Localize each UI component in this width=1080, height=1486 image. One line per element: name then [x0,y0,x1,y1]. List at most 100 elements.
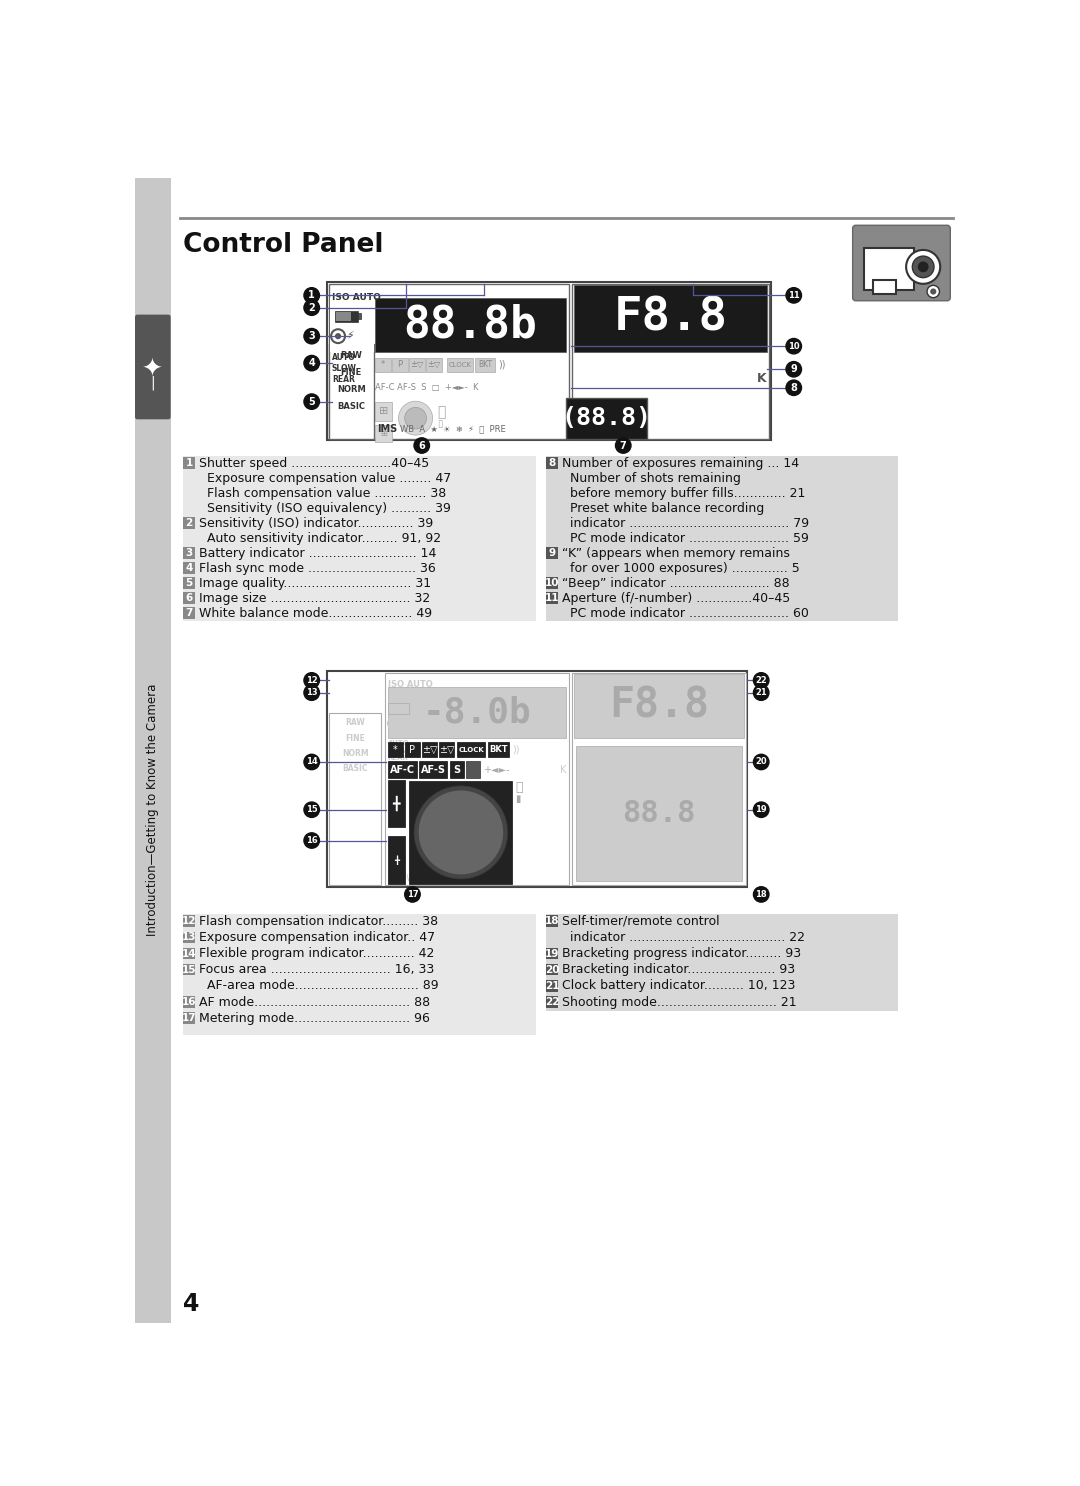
Text: 7: 7 [186,608,193,618]
Text: 88.8: 88.8 [622,799,696,828]
Text: 8: 8 [791,383,797,392]
Bar [183,914,536,1034]
Text: Introduction—Getting to Know the Camera: Introduction—Getting to Know the Camera [146,684,159,936]
Circle shape [927,285,940,297]
Bar [409,358,424,372]
Text: Exposure compensation value ........ 47: Exposure compensation value ........ 47 [207,471,451,484]
Bar [183,915,195,927]
Bar [388,761,417,779]
Text: RAW: RAW [346,718,365,727]
Bar [409,782,512,884]
Bar [572,673,745,886]
Text: Flexible program indicator............. 42: Flexible program indicator............. … [200,947,434,960]
Text: ▯: ▯ [437,419,443,429]
Text: 21: 21 [544,981,559,991]
Bar [545,964,558,975]
Text: 6: 6 [418,440,426,450]
Text: AF mode....................................... 88: AF mode.................................… [200,996,431,1009]
Text: ╋: ╋ [392,795,400,811]
Text: K: K [559,765,566,774]
Text: AUTO
SLOW
REAR: AUTO SLOW REAR [388,740,410,761]
Text: Number of exposures remaining ... 14: Number of exposures remaining ... 14 [562,456,799,470]
Text: Number of shots remaining: Number of shots remaining [570,471,741,484]
Bar [388,837,405,884]
Bar [392,358,408,372]
Bar [545,996,558,1008]
Bar [573,285,768,352]
Text: 10: 10 [788,342,799,351]
Text: PC mode indicator ......................... 59: PC mode indicator ......................… [570,532,809,544]
Text: AF-C AF-S  S  □  +◄►-  K: AF-C AF-S S □ +◄►- K [375,383,478,392]
Text: RAW: RAW [340,351,362,360]
Text: FINE: FINE [340,369,362,377]
Text: Flash sync mode ........................... 36: Flash sync mode ........................… [200,562,436,575]
Text: ╋: ╋ [394,856,399,865]
Text: PC mode indicator ......................... 60: PC mode indicator ......................… [570,606,809,620]
Circle shape [616,438,631,453]
Bar [330,297,374,352]
Text: ▮: ▮ [515,794,521,804]
Text: 5: 5 [308,397,315,407]
Text: 7: 7 [620,440,626,450]
Circle shape [414,786,508,880]
Bar [375,401,392,421]
Text: )): )) [499,360,505,370]
Text: Metering mode............................. 96: Metering mode...........................… [200,1012,430,1025]
Bar [328,713,381,886]
Bar [335,311,359,321]
Circle shape [754,755,769,770]
Text: 20: 20 [544,964,559,975]
Bar [864,248,914,290]
Circle shape [754,673,769,688]
Circle shape [303,673,320,688]
Text: 16: 16 [183,997,197,1008]
Text: 19: 19 [755,805,767,814]
Bar [873,279,896,294]
Bar [336,312,351,321]
Bar [545,948,558,960]
Text: AF-area mode............................... 89: AF-area mode............................… [207,979,438,993]
Text: indicator ....................................... 22: indicator ..............................… [570,930,805,944]
Bar [384,673,569,886]
Bar [545,547,558,559]
Bar [328,284,569,438]
Text: BASIC: BASIC [337,401,365,410]
Text: S: S [454,765,460,774]
Bar [572,284,769,438]
Circle shape [414,438,430,453]
Text: for over 1000 exposures) .............. 5: for over 1000 exposures) .............. … [570,562,799,575]
Text: 2: 2 [186,519,193,528]
Text: NORM: NORM [337,385,366,394]
Circle shape [918,262,929,272]
Circle shape [786,361,801,377]
Text: (88.8): (88.8) [562,406,651,429]
Text: CLOCK: CLOCK [459,746,484,753]
Circle shape [335,333,341,339]
Circle shape [303,832,320,849]
Text: 3: 3 [186,548,193,559]
Text: 16: 16 [306,837,318,846]
Text: 88.8b: 88.8b [404,303,538,346]
Text: Shutter speed .........................40–45: Shutter speed .........................4… [200,456,430,470]
Text: 15: 15 [306,805,318,814]
Bar [388,742,403,758]
Text: IMS  WB  A  ★  ☀  ❄  ⚡  ⛄  PRE: IMS WB A ★ ☀ ❄ ⚡ ⛄ PRE [388,872,502,883]
Bar [446,358,473,372]
Text: )): )) [512,744,519,755]
Bar [183,547,195,559]
Circle shape [906,250,941,284]
Bar [328,343,374,438]
Text: 22: 22 [755,676,767,685]
Text: Shooting mode.............................. 21: Shooting mode...........................… [562,996,797,1009]
Text: NORM: NORM [341,749,368,758]
Text: Flash compensation indicator......... 38: Flash compensation indicator......... 38 [200,915,438,927]
Bar [388,687,566,739]
Text: 11: 11 [544,593,559,603]
Text: 3: 3 [308,331,315,342]
Bar [183,964,195,975]
Text: Bracketing progress indicator......... 93: Bracketing progress indicator......... 9… [562,947,801,960]
Text: F8.8: F8.8 [613,296,728,340]
Circle shape [754,887,769,902]
Text: White balance mode..................... 49: White balance mode..................... … [200,606,432,620]
Text: 9: 9 [549,548,555,559]
